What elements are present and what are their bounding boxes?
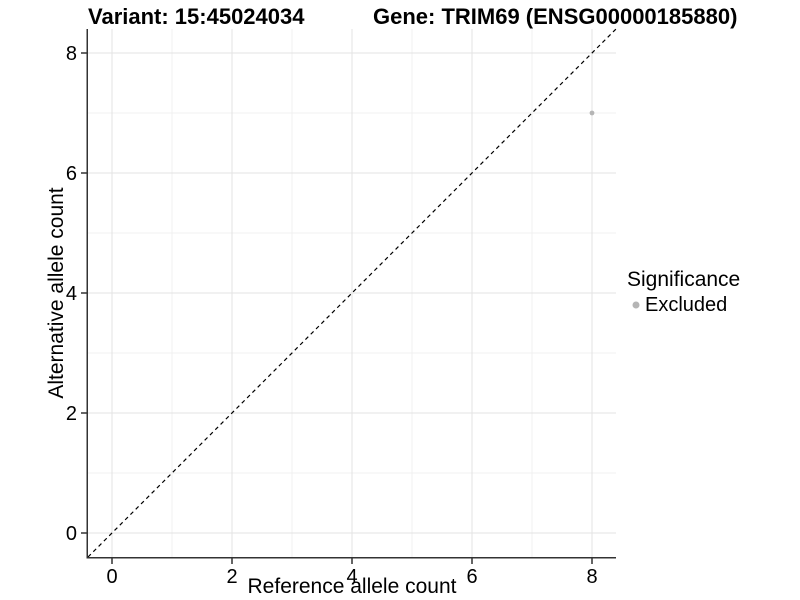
data-point <box>589 110 595 116</box>
y-tick-label: 6 <box>66 163 77 185</box>
y-tick-label: 0 <box>66 523 77 545</box>
legend-item-label: Excluded <box>645 294 728 316</box>
x-tick-label: 4 <box>346 566 357 588</box>
x-tick-label: 8 <box>586 566 597 588</box>
y-tick-label: 8 <box>66 43 77 65</box>
gene-title: Gene: TRIM69 (ENSG00000185880) <box>373 4 738 29</box>
y-tick-label: 4 <box>66 283 77 305</box>
x-tick-label: 6 <box>466 566 477 588</box>
y-tick-label: 2 <box>66 403 77 425</box>
legend: Significance Excluded <box>627 268 740 316</box>
y-axis-title: Alternative allele count <box>45 187 68 399</box>
excluded-point-icon <box>632 301 640 309</box>
legend-key <box>627 296 645 314</box>
variant-title: Variant: 15:45024034 <box>88 4 305 29</box>
x-tick-label: 2 <box>226 566 237 588</box>
legend-title: Significance <box>627 268 741 291</box>
x-tick-label: 0 <box>106 566 117 588</box>
legend-item-excluded: Excluded <box>627 294 740 316</box>
x-axis-title: Reference allele count <box>247 575 457 598</box>
